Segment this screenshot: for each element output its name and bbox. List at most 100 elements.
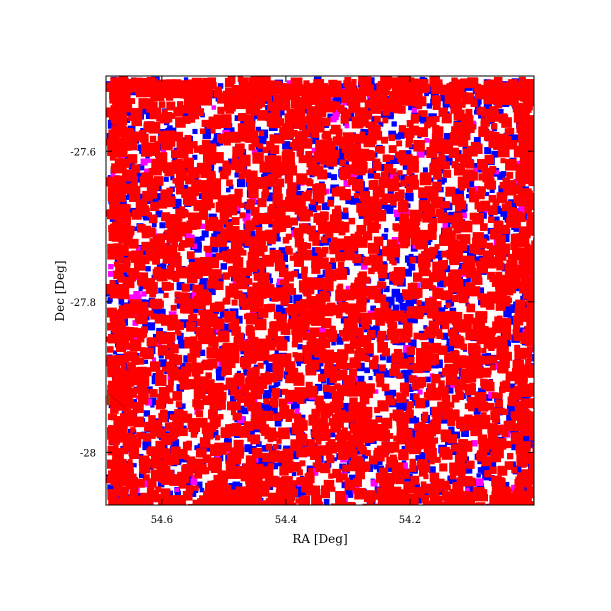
marker-red bbox=[227, 401, 236, 411]
marker-red bbox=[487, 291, 500, 304]
marker-red bbox=[367, 132, 374, 138]
marker-red bbox=[524, 325, 531, 332]
marker-red bbox=[271, 451, 283, 463]
marker-red bbox=[459, 441, 469, 451]
marker-red bbox=[301, 266, 308, 274]
marker-blue bbox=[466, 249, 476, 258]
marker-blue bbox=[328, 261, 337, 270]
marker-blue bbox=[482, 234, 489, 241]
marker-red bbox=[406, 120, 414, 128]
marker-red bbox=[317, 224, 328, 234]
marker-red bbox=[298, 155, 307, 164]
marker-blue bbox=[509, 305, 515, 311]
marker-red bbox=[453, 444, 459, 450]
marker-red bbox=[497, 465, 508, 476]
marker-red bbox=[478, 126, 489, 137]
marker-red bbox=[259, 466, 272, 479]
marker-red bbox=[167, 220, 177, 230]
marker-blue bbox=[511, 446, 516, 451]
marker-blue bbox=[198, 349, 206, 357]
marker-red bbox=[172, 391, 183, 401]
marker-red bbox=[128, 128, 135, 135]
marker-red bbox=[210, 360, 217, 367]
marker-red bbox=[324, 360, 334, 370]
marker-blue bbox=[477, 467, 484, 473]
marker-red bbox=[136, 275, 146, 285]
marker-red bbox=[378, 176, 391, 189]
marker-red bbox=[370, 102, 382, 114]
marker-red bbox=[200, 180, 212, 192]
marker-red bbox=[272, 193, 283, 204]
marker-red bbox=[264, 427, 277, 440]
marker-red bbox=[157, 448, 169, 459]
marker-red bbox=[500, 82, 511, 93]
marker-magenta bbox=[343, 180, 351, 188]
marker-blue bbox=[376, 249, 384, 256]
marker-red bbox=[196, 108, 205, 116]
marker-blue bbox=[209, 288, 216, 296]
marker-blue bbox=[379, 368, 388, 376]
marker-red bbox=[475, 502, 486, 505]
marker-red bbox=[202, 151, 215, 163]
marker-red bbox=[208, 409, 218, 420]
marker-red bbox=[260, 309, 268, 317]
marker-red bbox=[340, 166, 351, 177]
marker-red bbox=[349, 422, 361, 434]
marker-red bbox=[302, 96, 312, 107]
marker-red bbox=[113, 480, 123, 490]
marker-red bbox=[362, 354, 369, 362]
marker-red bbox=[368, 455, 378, 465]
marker-red bbox=[134, 316, 142, 323]
marker-red bbox=[238, 127, 249, 138]
marker-red bbox=[503, 188, 510, 195]
marker-red bbox=[497, 346, 507, 357]
marker-red bbox=[435, 484, 442, 492]
marker-red bbox=[522, 496, 532, 505]
marker-blue bbox=[437, 257, 443, 262]
marker-red bbox=[185, 485, 194, 494]
marker-red bbox=[107, 333, 118, 344]
marker-red bbox=[117, 451, 123, 458]
marker-red bbox=[320, 338, 331, 349]
marker-red bbox=[170, 304, 177, 311]
marker-red bbox=[512, 162, 518, 168]
marker-red bbox=[460, 368, 469, 378]
marker-red bbox=[288, 287, 297, 296]
marker-red bbox=[314, 395, 324, 405]
marker-blue bbox=[515, 465, 522, 472]
marker-red bbox=[490, 112, 500, 122]
marker-red bbox=[263, 111, 269, 117]
marker-red bbox=[424, 121, 431, 129]
marker-red bbox=[392, 409, 404, 421]
marker-magenta bbox=[174, 487, 180, 493]
marker-red bbox=[362, 256, 372, 266]
marker-blue bbox=[405, 360, 415, 369]
marker-red bbox=[189, 117, 196, 123]
marker-red bbox=[226, 453, 236, 462]
marker-red bbox=[326, 155, 337, 167]
marker-blue bbox=[400, 174, 408, 182]
marker-red bbox=[276, 313, 287, 325]
marker-blue bbox=[381, 233, 388, 240]
marker-red bbox=[456, 240, 468, 251]
marker-red bbox=[276, 263, 283, 270]
marker-red bbox=[420, 481, 427, 488]
marker-red bbox=[418, 110, 424, 116]
marker-red bbox=[499, 386, 506, 394]
marker-red bbox=[466, 460, 475, 469]
marker-red bbox=[305, 364, 317, 376]
marker-red bbox=[109, 280, 116, 287]
marker-red bbox=[514, 308, 525, 319]
marker-red bbox=[431, 95, 441, 105]
marker-red bbox=[425, 389, 437, 401]
marker-magenta bbox=[142, 479, 151, 488]
marker-blue bbox=[261, 445, 269, 452]
marker-red bbox=[366, 435, 375, 443]
marker-blue bbox=[440, 197, 446, 202]
marker-magenta bbox=[151, 357, 157, 362]
marker-magenta bbox=[373, 389, 379, 394]
marker-red bbox=[171, 149, 180, 159]
marker-red bbox=[157, 233, 164, 241]
marker-red bbox=[232, 456, 240, 464]
marker-blue bbox=[215, 366, 223, 374]
